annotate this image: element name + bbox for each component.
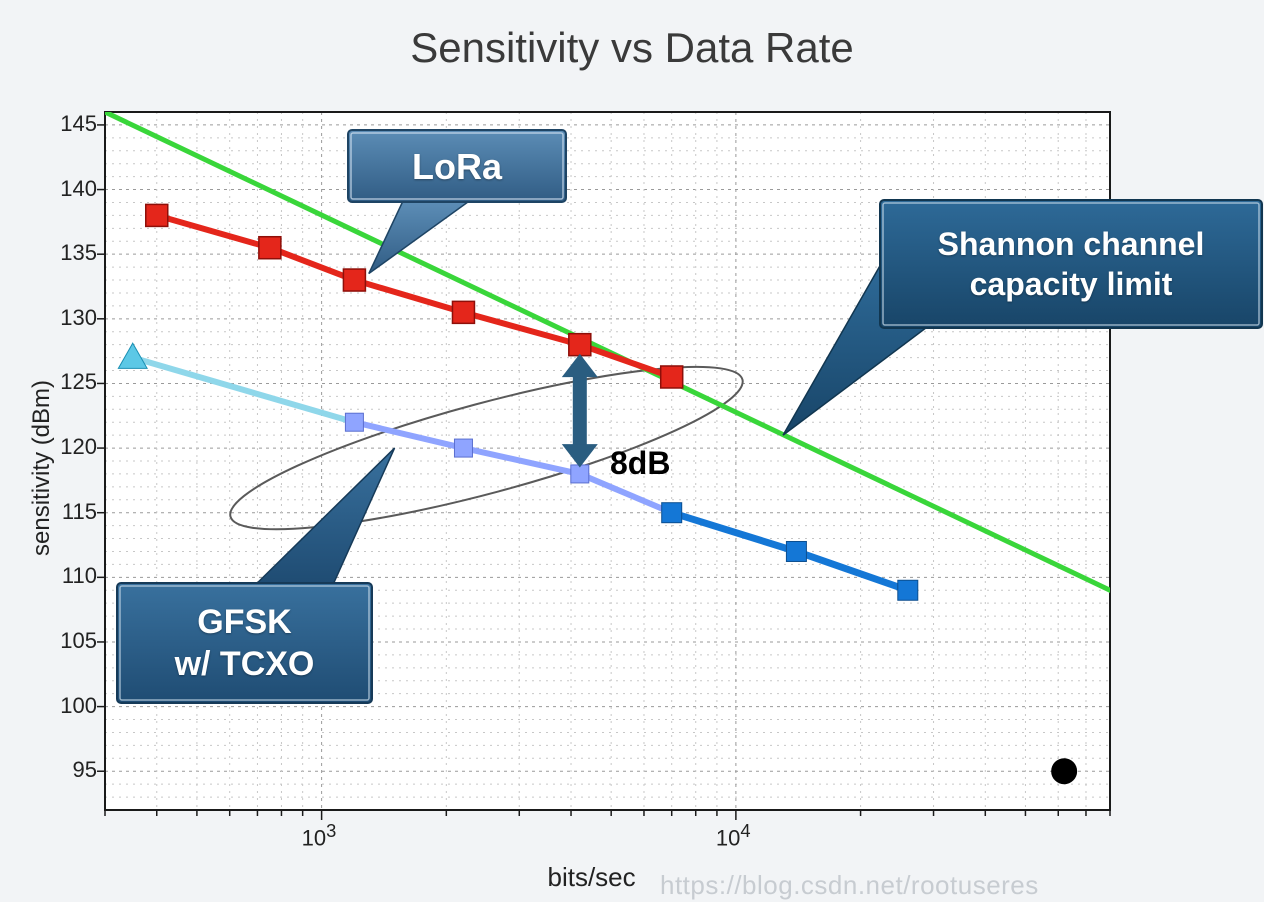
marker-gfsk_blue [786,541,806,561]
marker-gfsk_light [345,413,363,431]
marker-lora [452,301,474,323]
y-tick-label: 135 [60,240,97,266]
y-tick-label: 125 [60,369,97,395]
marker-lora [569,334,591,356]
y-tick-label: 130 [60,305,97,331]
callout-shannon: Shannon channel capacity limit [880,200,1262,328]
x-tick-label: 104 [716,820,751,851]
y-tick-label: 105 [60,628,97,654]
chart-title: Sensitivity vs Data Rate [0,24,1264,72]
marker-gfsk_light [571,465,589,483]
watermark-text: https://blog.csdn.net/rootuseres [660,870,1039,901]
marker-lora [259,237,281,259]
y-tick-label: 115 [62,499,97,525]
x-axis-label: bits/sec [548,862,636,893]
marker-gfsk_light [454,439,472,457]
marker-lora [146,204,168,226]
y-tick-label: 95 [73,757,97,783]
annotation-8db: 8dB [610,445,670,482]
x-tick-label: 103 [302,820,337,851]
y-tick-label: 140 [60,176,97,202]
black-dot [1051,758,1077,784]
y-axis-label: sensitivity (dBm) [28,380,56,556]
y-tick-label: 100 [60,693,97,719]
y-tick-label: 110 [62,563,97,589]
callout-gfsk: GFSK w/ TCXO [117,583,372,703]
y-tick-label: 120 [60,434,97,460]
marker-lora [661,366,683,388]
callout-lora: LoRa [348,130,566,202]
marker-gfsk_blue [662,503,682,523]
marker-gfsk_blue [898,580,918,600]
y-tick-label: 145 [60,111,97,137]
marker-lora [343,269,365,291]
